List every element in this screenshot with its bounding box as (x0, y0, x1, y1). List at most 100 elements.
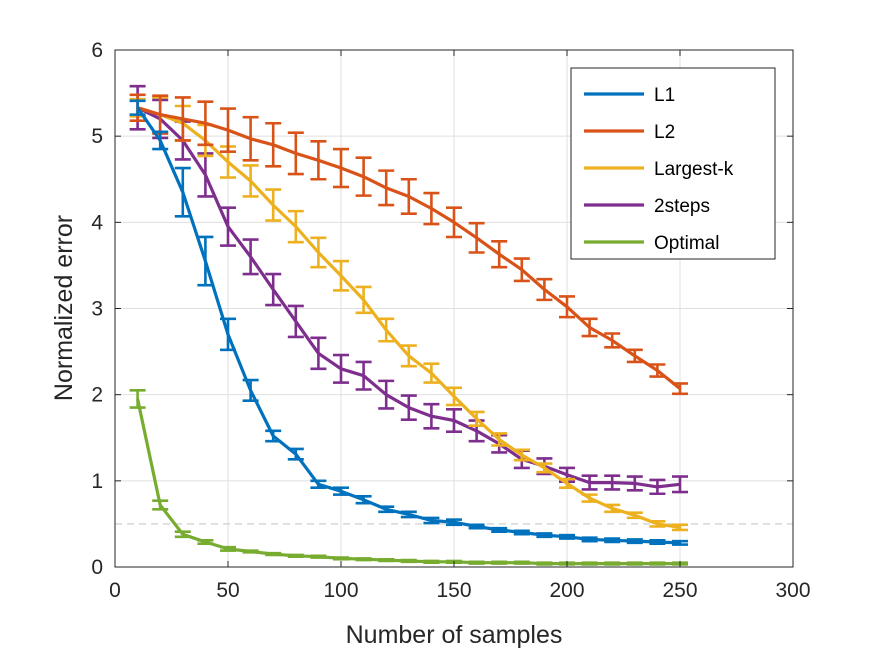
error-bar-l2 (242, 115, 259, 162)
error-bar-largest-k (400, 344, 417, 368)
error-bar-largest-k (559, 477, 575, 490)
error-bar-l2 (378, 169, 395, 207)
error-bar-largest-k (446, 386, 462, 407)
error-bar-2steps (310, 336, 327, 371)
error-bar-l2 (559, 295, 575, 319)
legend: L1 L2 Largest-k 2steps Optimal (570, 67, 776, 260)
error-bar-l1 (536, 532, 553, 539)
error-bar-l2 (513, 257, 530, 283)
error-bar-2steps (265, 272, 282, 307)
error-bar-l2 (265, 121, 282, 168)
error-bar-optimal (581, 561, 598, 566)
error-bar-largest-k (581, 493, 598, 503)
error-bar-2steps (333, 353, 349, 384)
error-bar-largest-k (672, 523, 688, 532)
series-l1 (129, 99, 688, 546)
error-bar-2steps (604, 474, 621, 491)
error-bar-optimal (152, 499, 169, 511)
error-bar-optimal (174, 530, 191, 539)
error-bar-largest-k (649, 520, 666, 528)
y-tick-label: 3 (91, 298, 103, 321)
error-bar-l1 (400, 510, 417, 519)
legend-label: L1 (654, 85, 675, 106)
error-bar-l1 (378, 505, 395, 514)
error-bar-2steps (649, 478, 666, 496)
error-bar-largest-k (333, 259, 349, 292)
y-tick-label: 0 (91, 556, 103, 579)
legend-item-2steps: 2steps (584, 196, 710, 217)
error-bar-l1 (129, 99, 146, 116)
error-bar-l2 (220, 107, 236, 153)
y-tick-label: 4 (91, 211, 103, 234)
error-bar-optimal (400, 558, 417, 564)
legend-label: Optimal (654, 233, 719, 254)
error-bar-l1 (491, 526, 508, 533)
error-bar-optimal (468, 560, 485, 565)
error-bar-2steps (446, 408, 462, 434)
error-bar-2steps (626, 475, 643, 492)
error-bar-largest-k (468, 410, 485, 427)
error-bar-optimal (242, 549, 259, 554)
error-bar-largest-k (491, 432, 508, 447)
x-tick-label: 50 (216, 579, 239, 602)
error-bar-l1 (152, 130, 169, 151)
error-bar-optimal (265, 551, 282, 557)
error-bar-l2 (626, 348, 643, 364)
error-bar-2steps (378, 379, 395, 410)
legend-item-optimal: Optimal (584, 233, 719, 254)
error-bar-largest-k (242, 164, 259, 198)
legend-item-l2: L2 (584, 122, 675, 143)
error-bar-l2 (468, 221, 485, 254)
error-bar-optimal (310, 554, 327, 559)
x-tick-label: 250 (662, 579, 697, 602)
error-bar-l1 (626, 538, 643, 545)
y-tick-label: 5 (91, 125, 103, 148)
error-bar-optimal (513, 560, 530, 565)
y-axis-title: Normalized error (50, 215, 78, 401)
x-tick-label: 150 (436, 579, 471, 602)
error-bar-l1 (265, 429, 282, 443)
error-bar-2steps (287, 304, 304, 339)
error-bar-l2 (604, 332, 621, 349)
error-bar-2steps (220, 206, 236, 247)
series-layer (129, 84, 688, 566)
error-bar-optimal (129, 389, 146, 409)
x-tick-label: 100 (323, 579, 358, 602)
error-bar-largest-k (310, 236, 327, 269)
error-bar-optimal (626, 561, 643, 566)
error-bar-2steps (242, 238, 259, 276)
error-bar-optimal (378, 557, 395, 563)
error-bar-optimal (491, 560, 508, 565)
error-bar-l2 (287, 131, 304, 176)
error-bar-l1 (355, 495, 372, 505)
x-axis-title: Number of samples (346, 621, 563, 649)
error-bar-2steps (423, 402, 440, 430)
error-bar-optimal (536, 561, 553, 566)
legend-box (570, 67, 776, 260)
error-bar-l1 (220, 317, 236, 352)
error-bar-2steps (581, 474, 598, 491)
error-bar-l2 (174, 96, 191, 142)
error-bar-2steps (672, 475, 688, 494)
error-bar-largest-k (513, 448, 530, 462)
error-bar-l2 (491, 239, 508, 269)
legend-item-largest-k: Largest-k (584, 159, 734, 180)
error-bar-l1 (649, 538, 666, 546)
error-bar-l1 (672, 539, 688, 546)
error-bar-l1 (174, 166, 191, 218)
error-bar-l1 (242, 378, 259, 402)
error-bar-2steps (355, 360, 372, 391)
error-bar-2steps (400, 394, 417, 421)
error-bar-l1 (446, 518, 462, 527)
series-optimal (129, 389, 688, 566)
error-bar-optimal (604, 561, 621, 566)
error-bar-l2 (400, 177, 417, 216)
error-bar-largest-k (378, 317, 395, 343)
error-bar-largest-k (287, 209, 304, 244)
error-bar-optimal (220, 545, 236, 552)
error-bar-l2 (649, 363, 666, 378)
y-tick-label: 1 (91, 470, 103, 493)
error-bar-l2 (197, 100, 214, 147)
error-bar-l2 (423, 191, 440, 226)
error-bar-l1 (287, 447, 304, 461)
